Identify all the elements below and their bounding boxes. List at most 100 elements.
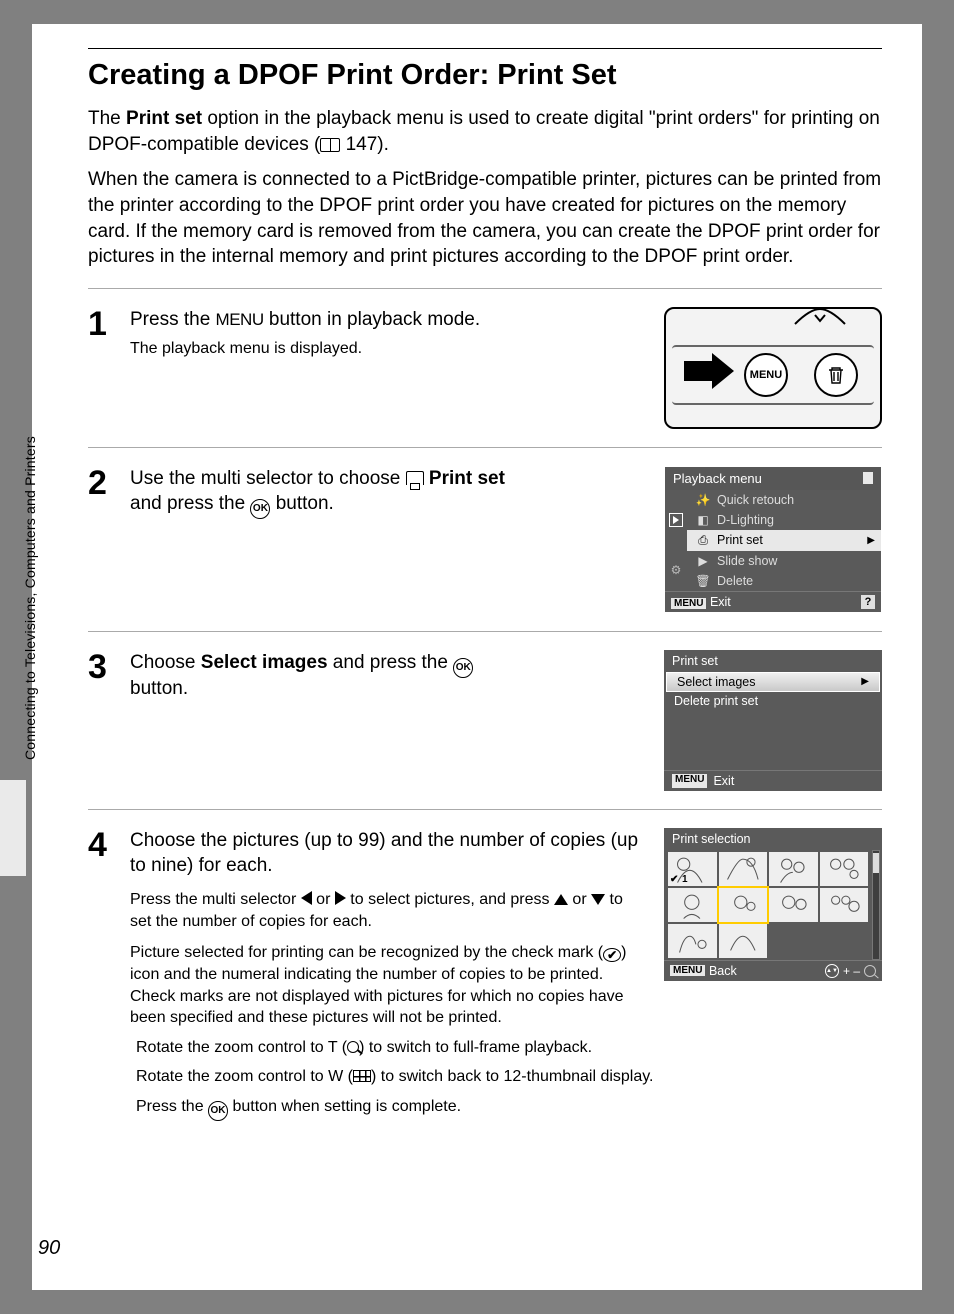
step-2: 2 Use the multi selector to choose Print… [88,466,882,613]
lcd-header: Print set [664,650,882,672]
book-icon [320,138,340,152]
thumbnail [719,924,768,958]
check-icon: ✔ [603,948,621,962]
thumbnail [820,852,869,886]
lcd-item-highlighted: ⎙Print set▶ [687,530,881,551]
step-rule [88,809,882,810]
updown-icon: ▲▼ [825,964,839,978]
arrow-icon [684,361,712,381]
lcd-footer: MENU Back ▲▼+ – [664,960,882,981]
step-3-head: Choose Select images and press the OK bu… [130,650,646,701]
lcd-footer-text: Exit [710,595,731,609]
intro-p1: The Print set option in the playback men… [88,106,882,157]
step-3-head-c: button. [130,678,188,699]
thumbnail-selected [719,888,768,922]
step-3-head-b: and press the [328,652,454,673]
sidebar-tab [0,780,26,876]
up-arrow-icon [554,894,568,905]
lcd-header: Playback menu [665,467,881,490]
lcd-item: ✨Quick retouch [687,490,881,510]
thumbnail [820,888,869,922]
step-rule [88,288,882,289]
thumbnail [668,924,717,958]
step-1-sub: The playback menu is displayed. [130,338,646,360]
thumbnail-empty [820,924,869,958]
right-arrow-icon [335,891,346,905]
step-2-head: Use the multi selector to choose Print s… [130,466,646,517]
thumbnail [719,852,768,886]
step-4-num: 4 [88,828,118,1029]
magnifier-icon [864,965,876,977]
lcd-item: ◧D-Lighting [687,510,881,530]
printer-icon [406,471,424,485]
lcd-side-playback-icon [665,490,687,550]
step-2-head-c: button. [270,493,333,514]
lcd-header: Print selection [664,828,882,850]
thumbnail [769,852,818,886]
step-rule [88,631,882,632]
intro-block: The Print set option in the playback men… [88,106,882,270]
step-4-p5: Press the OK button when setting is comp… [136,1096,882,1119]
lcd-footer: MENU Exit [664,770,882,791]
lcd-playback-menu: Playback menu ⚙ ✨Quick retouch ◧D-Lighti… [664,466,882,613]
help-icon: ? [861,595,875,609]
lcd-item-label: Print set [717,533,763,547]
step-4-p4: Rotate the zoom control to W () to switc… [136,1066,882,1088]
intro-p1-b: option in the playback menu is used to c… [88,108,880,155]
page-title: Creating a DPOF Print Order: Print Set [88,59,882,92]
lcd-footer: MENU Exit ? [665,591,881,612]
step-4-head: Choose the pictures (up to 99) and the n… [130,828,646,879]
intro-p1-ref: 147). [340,134,389,155]
step-4: 4 Choose the pictures (up to 99) and the… [88,828,882,1029]
intro-p2: When the camera is connected to a PictBr… [88,167,882,270]
page-number: 90 [38,1237,60,1260]
step-1-head-b: button in playback mode. [264,309,481,330]
menu-label-icon: MENU [672,774,707,788]
step-3-head-bold: Select images [201,652,328,673]
step-4-p1: Press the multi selector or to select pi… [130,889,646,932]
step-1-head-a: Press the [130,309,216,330]
lcd-side-setup-icon: ⚙ [665,550,687,590]
lcd-item-label: Delete [717,574,753,588]
thumbnail-grid-icon [353,1070,371,1082]
step-3: 3 Choose Select images and press the OK … [88,650,882,791]
plus-minus-text: + – [843,964,860,978]
step-2-num: 2 [88,466,118,613]
step-4-p2: Picture selected for printing can be rec… [130,942,646,1028]
ok-icon: OK [250,499,270,519]
step-1-head: Press the MENU button in playback mode. [130,307,646,333]
lcd-header-icon [863,472,873,484]
step-rule [88,447,882,448]
lcd-items: ✨Quick retouch ◧D-Lighting ⎙Print set▶ ▶… [687,490,881,591]
step-3-head-a: Choose [130,652,201,673]
menu-label-icon: MENU [671,598,706,609]
lcd-item-label: Slide show [717,554,777,568]
step-1-num: 1 [88,307,118,429]
ok-icon: OK [208,1101,228,1121]
step-3-num: 3 [88,650,118,791]
lcd-item-label: Quick retouch [717,493,794,507]
step-2-head-b: and press the [130,493,250,514]
thumbnail-grid: ✔1 [666,850,870,960]
ok-icon: OK [453,658,473,678]
lcd-item: 🗑Delete [687,571,881,591]
lcd-footer-text: Exit [713,774,734,788]
lcd-row-highlighted: Select images▶ [666,672,880,692]
intro-p1-bold: Print set [126,108,202,129]
lcd-row: Delete print set [664,692,882,710]
down-arrow-icon [591,894,605,905]
lcd-print-selection: Print selection ✔1 [664,828,882,981]
top-rule [88,48,882,49]
thumbnail: ✔1 [668,852,717,886]
intro-p1-a: The [88,108,126,129]
sidebar-section-label: Connecting to Televisions, Computers and… [22,360,38,760]
camera-illustration: MENU [664,307,882,429]
thumb-count: 1 [682,874,688,885]
thumbnail-empty [769,924,818,958]
step-4-p3: Rotate the zoom control to T () to switc… [136,1037,882,1059]
left-arrow-icon [301,891,312,905]
step-1: 1 Press the MENU button in playback mode… [88,307,882,429]
lcd-item-label: D-Lighting [717,513,774,527]
thumbnail [668,888,717,922]
trash-button-illustration [814,353,858,397]
